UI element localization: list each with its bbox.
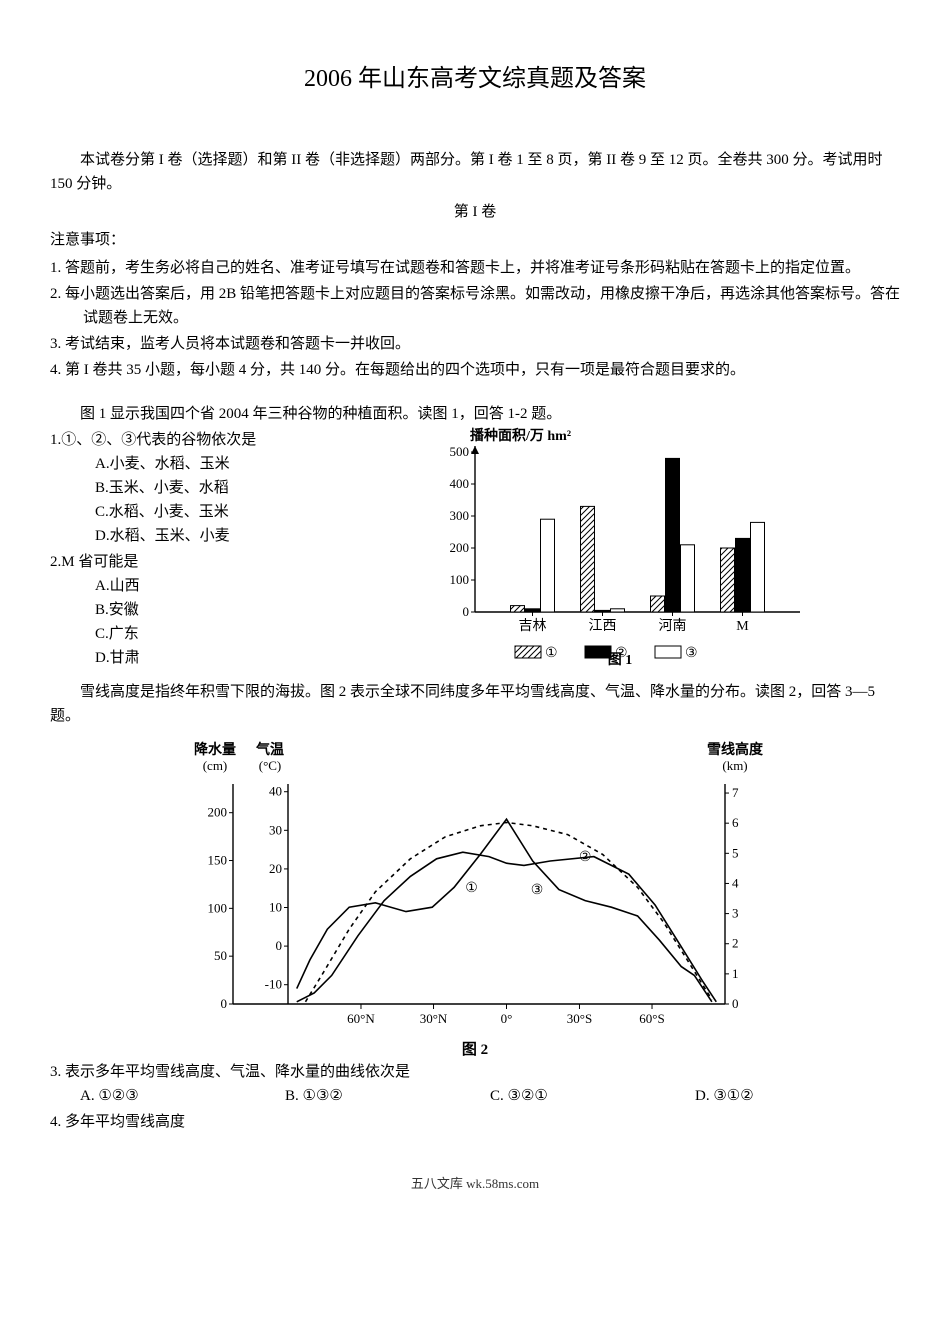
svg-text:50: 50	[214, 949, 227, 964]
q1-option-b: B.玉米、小麦、水稻	[95, 476, 410, 500]
svg-text:200: 200	[208, 805, 228, 820]
svg-text:60°N: 60°N	[347, 1011, 375, 1026]
q2-option-b: B.安徽	[95, 598, 410, 622]
svg-text:300: 300	[450, 508, 470, 523]
svg-text:③: ③	[531, 883, 544, 898]
q3-option-a: A. ①②③	[80, 1084, 285, 1108]
svg-text:30°N: 30°N	[420, 1011, 448, 1026]
page-title: 2006 年山东高考文综真题及答案	[50, 60, 900, 98]
svg-text:400: 400	[450, 476, 470, 491]
q1-option-a: A.小麦、水稻、玉米	[95, 452, 410, 476]
notice-item: 1. 答题前，考生务必将自己的姓名、准考证号填写在试题卷和答题卡上，并将准考证号…	[50, 256, 900, 280]
figure-1-chart: 播种面积/万 hm²0100200300400500吉林江西河南M①②③图 1	[430, 426, 810, 666]
page-footer: 五八文库 wk.58ms.com	[50, 1174, 900, 1195]
notice-title: 注意事项：	[50, 228, 900, 252]
q3-option-d: D. ③①②	[695, 1084, 900, 1108]
svg-text:200: 200	[450, 540, 470, 555]
q4-stem: 4. 多年平均雪线高度	[50, 1110, 900, 1134]
section-label: 第 I 卷	[50, 200, 900, 224]
svg-text:播种面积/万 hm²: 播种面积/万 hm²	[470, 427, 571, 444]
svg-text:0: 0	[221, 996, 228, 1011]
svg-text:0: 0	[732, 996, 739, 1011]
svg-text:20: 20	[269, 861, 282, 876]
svg-text:0: 0	[463, 604, 470, 619]
svg-text:1: 1	[732, 966, 739, 981]
svg-text:0°: 0°	[501, 1011, 513, 1026]
notice-item: 4. 第 I 卷共 35 小题，每小题 4 分，共 140 分。在每题给出的四个…	[50, 358, 900, 382]
svg-text:(°C): (°C)	[259, 758, 282, 773]
svg-text:降水量: 降水量	[194, 741, 236, 758]
notice-item: 2. 每小题选出答案后，用 2B 铅笔把答题卡上对应题目的答案标号涂黑。如需改动…	[50, 282, 900, 330]
svg-text:江西: 江西	[589, 618, 617, 634]
svg-text:②: ②	[579, 850, 592, 865]
q3-options: A. ①②③ B. ①③② C. ③②① D. ③①②	[50, 1084, 900, 1108]
figure2-intro: 雪线高度是指终年积雪下限的海拔。图 2 表示全球不同纬度多年平均雪线高度、气温、…	[50, 680, 900, 728]
svg-text:图 2: 图 2	[462, 1041, 488, 1058]
svg-text:100: 100	[450, 572, 470, 587]
svg-text:③: ③	[685, 646, 698, 661]
q3-stem: 3. 表示多年平均雪线高度、气温、降水量的曲线依次是	[50, 1060, 900, 1084]
svg-text:(cm): (cm)	[203, 758, 228, 773]
q1-option-c: C.水稻、小麦、玉米	[95, 500, 410, 524]
q3-option-b: B. ①③②	[285, 1084, 490, 1108]
svg-text:5: 5	[732, 846, 739, 861]
q1-option-d: D.水稻、玉米、小麦	[95, 524, 410, 548]
q2-options: A.山西 B.安徽 C.广东 D.甘肃	[50, 574, 410, 670]
svg-text:6: 6	[732, 816, 739, 831]
svg-text:3: 3	[732, 906, 739, 921]
q2-option-d: D.甘肃	[95, 646, 410, 670]
notice-list: 1. 答题前，考生务必将自己的姓名、准考证号填写在试题卷和答题卡上，并将准考证号…	[50, 256, 900, 382]
svg-text:M: M	[736, 619, 749, 634]
q1-options: A.小麦、水稻、玉米 B.玉米、小麦、水稻 C.水稻、小麦、玉米 D.水稻、玉米…	[50, 452, 410, 548]
q3-option-c: C. ③②①	[490, 1084, 695, 1108]
figure-2-chart: 降水量(cm)气温(°C)雪线高度(km)050100150200-100102…	[175, 738, 775, 1058]
q2-option-a: A.山西	[95, 574, 410, 598]
notice-item: 3. 考试结束，监考人员将本试题卷和答题卡一并收回。	[50, 332, 900, 356]
figure1-intro: 图 1 显示我国四个省 2004 年三种谷物的种植面积。读图 1，回答 1-2 …	[50, 402, 900, 426]
svg-text:①: ①	[465, 881, 478, 896]
q2-option-c: C.广东	[95, 622, 410, 646]
q1-stem: 1.①、②、③代表的谷物依次是	[50, 428, 410, 452]
svg-text:(km): (km)	[722, 758, 747, 773]
svg-text:10: 10	[269, 900, 282, 915]
svg-text:吉林: 吉林	[519, 618, 547, 634]
svg-text:30°S: 30°S	[567, 1011, 592, 1026]
svg-text:河南: 河南	[659, 618, 687, 634]
svg-text:60°S: 60°S	[639, 1011, 664, 1026]
svg-text:40: 40	[269, 784, 282, 799]
svg-text:雪线高度: 雪线高度	[707, 741, 764, 758]
svg-text:-10: -10	[265, 977, 282, 992]
svg-text:①: ①	[545, 646, 558, 661]
exam-intro: 本试卷分第 I 卷（选择题）和第 II 卷（非选择题）两部分。第 I 卷 1 至…	[50, 148, 900, 196]
svg-text:气温: 气温	[255, 741, 284, 758]
svg-text:500: 500	[450, 444, 470, 459]
svg-text:150: 150	[208, 853, 228, 868]
svg-text:30: 30	[269, 823, 282, 838]
svg-text:7: 7	[732, 785, 739, 800]
svg-text:4: 4	[732, 876, 739, 891]
svg-text:100: 100	[208, 901, 228, 916]
svg-text:图 1: 图 1	[608, 652, 633, 666]
svg-text:2: 2	[732, 936, 739, 951]
svg-text:0: 0	[276, 938, 283, 953]
q2-stem: 2.M 省可能是	[50, 550, 410, 574]
